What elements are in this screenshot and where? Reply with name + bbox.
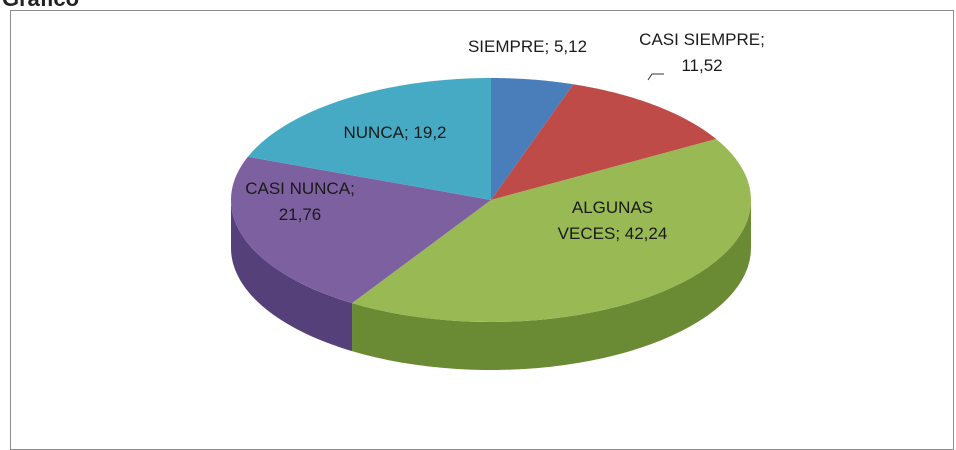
- label-value: 5,12: [553, 37, 588, 56]
- pie-slice: [491, 78, 574, 200]
- pie-slice: [231, 156, 492, 304]
- label-value: 11,52: [681, 56, 723, 75]
- pie-slice: [491, 84, 717, 200]
- pie-tops: [231, 78, 751, 322]
- label-value: 42,24: [624, 224, 668, 243]
- data-label: CASI SIEMPRE; 11,52: [622, 27, 782, 79]
- label-separator: ;: [544, 37, 554, 56]
- chart-title: Gráfico: [2, 0, 79, 12]
- leader-line: [647, 73, 664, 81]
- pie-slice: [247, 78, 491, 200]
- pie-side: [231, 200, 353, 352]
- pie-sides: [231, 200, 751, 370]
- label-separator: ;: [403, 123, 414, 142]
- label-category: CASI NUNCA: [245, 179, 351, 198]
- label-category: NUNCA: [343, 123, 404, 142]
- data-label: NUNCA; 19,2: [320, 120, 470, 146]
- data-label: CASI NUNCA; 21,76: [235, 176, 365, 228]
- label-value: 21,76: [278, 205, 322, 224]
- pie-slice: [352, 139, 751, 322]
- label-separator: ;: [615, 224, 625, 243]
- label-separator: ;: [350, 179, 360, 198]
- label-value: 19,2: [413, 123, 447, 142]
- data-label: ALGUNAS VECES; 42,24: [545, 195, 680, 247]
- chart: [231, 73, 751, 370]
- pie-side: [352, 200, 751, 370]
- label-category: CASI SIEMPRE: [639, 30, 761, 49]
- label-separator: ;: [760, 30, 770, 49]
- data-label: SIEMPRE; 5,12: [440, 34, 615, 60]
- label-category: ALGUNAS VECES: [557, 198, 654, 243]
- label-category: SIEMPRE: [467, 37, 545, 56]
